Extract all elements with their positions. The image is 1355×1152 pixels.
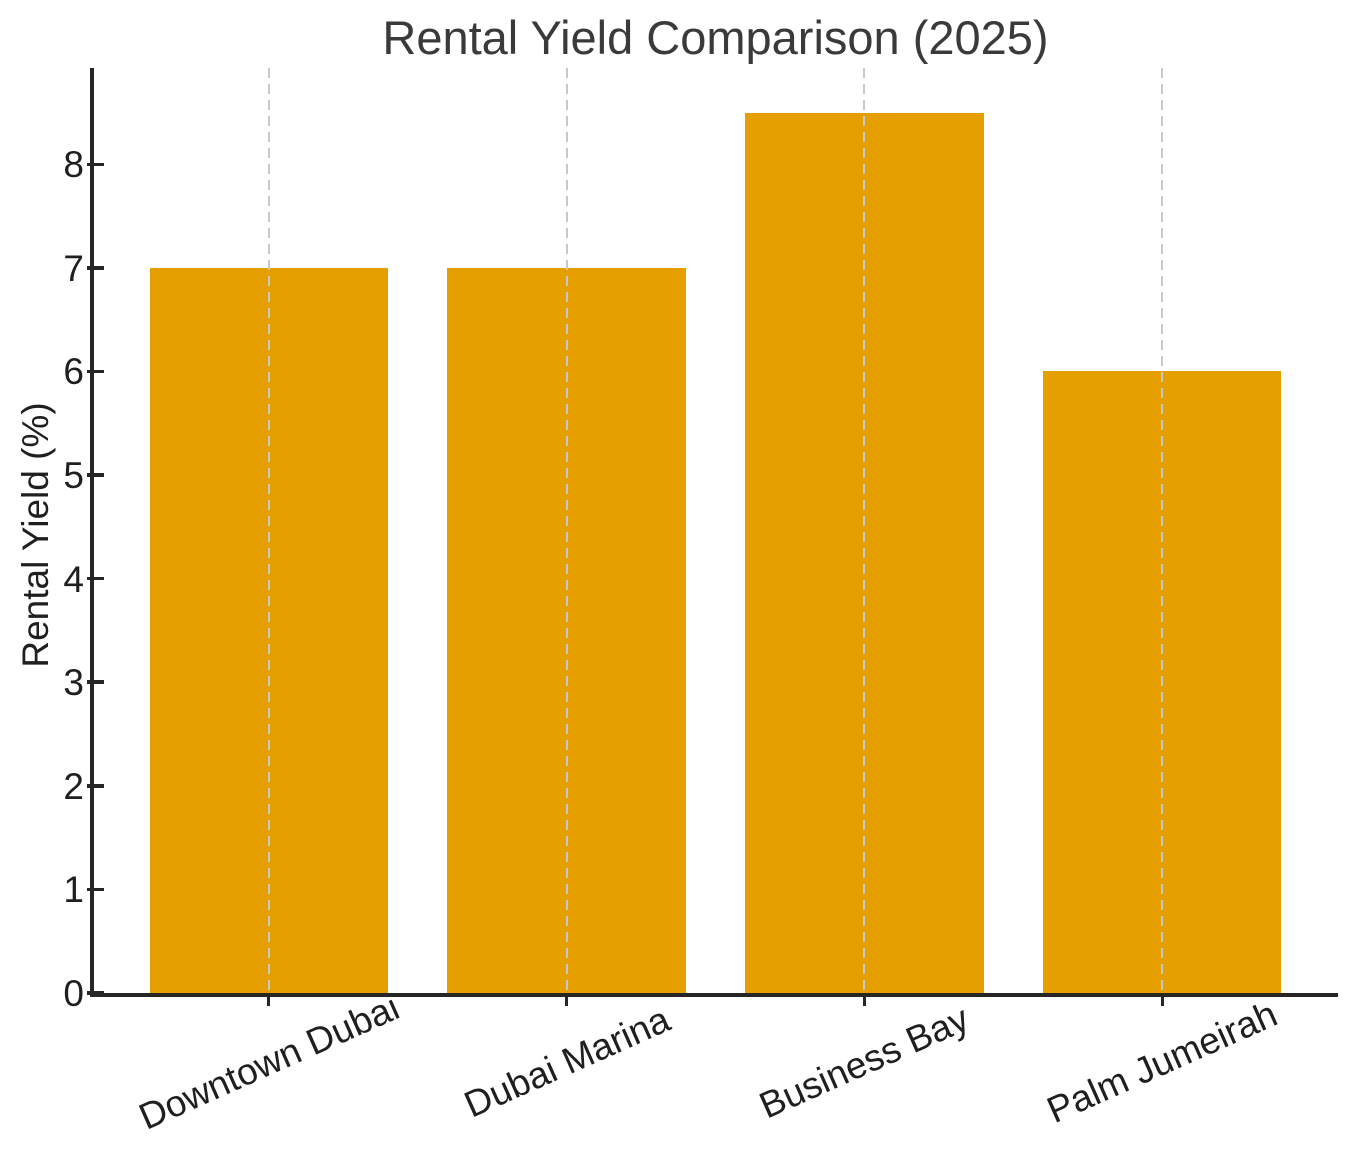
y-tick-mark-4 bbox=[87, 576, 104, 581]
x-tick-mark-downtown-dubai bbox=[266, 993, 271, 1006]
plot-area bbox=[93, 68, 1338, 993]
x-tick-mark-business-bay bbox=[862, 993, 867, 1006]
chart-title: Rental Yield Comparison (2025) bbox=[382, 11, 1049, 64]
gridline-downtown-dubai bbox=[267, 68, 270, 993]
x-axis-spine bbox=[90, 993, 1338, 997]
y-tick-mark-7 bbox=[87, 266, 104, 270]
y-tick-mark-3 bbox=[87, 680, 104, 684]
x-tick-label-business-bay: Business Bay bbox=[753, 997, 976, 1127]
x-tick-mark-dubai-marina bbox=[564, 993, 569, 1006]
y-tick-label-4: 4 bbox=[63, 558, 84, 600]
y-tick-mark-6 bbox=[87, 369, 104, 374]
y-tick-mark-2 bbox=[87, 784, 104, 788]
y-tick-label-6: 6 bbox=[63, 351, 84, 393]
y-tick-label-0: 0 bbox=[63, 973, 84, 1014]
x-tick-mark-palm-jumeirah bbox=[1160, 993, 1165, 1006]
x-tick-label-dubai-marina: Dubai Marina bbox=[457, 998, 676, 1126]
y-axis-spine bbox=[90, 68, 94, 997]
gridline-palm-jumeirah bbox=[1161, 68, 1164, 993]
x-tick-label-downtown-dubai: Downtown Dubai bbox=[132, 986, 405, 1138]
gridline-dubai-marina bbox=[565, 68, 568, 993]
y-tick-mark-8 bbox=[87, 162, 104, 167]
y-tick-label-8: 8 bbox=[63, 144, 84, 186]
y-axis-label: Rental Yield (%) bbox=[15, 402, 56, 668]
x-tick-label-palm-jumeirah: Palm Jumeirah bbox=[1041, 993, 1284, 1131]
y-tick-mark-1 bbox=[87, 887, 104, 892]
y-tick-mark-5 bbox=[87, 473, 104, 477]
y-tick-label-5: 5 bbox=[63, 455, 84, 497]
y-tick-label-1: 1 bbox=[63, 869, 84, 911]
y-tick-label-3: 3 bbox=[63, 662, 84, 704]
y-tick-label-7: 7 bbox=[63, 247, 84, 289]
y-tick-label-2: 2 bbox=[63, 765, 84, 807]
gridline-business-bay bbox=[863, 68, 866, 993]
y-tick-mark-0 bbox=[87, 991, 104, 995]
